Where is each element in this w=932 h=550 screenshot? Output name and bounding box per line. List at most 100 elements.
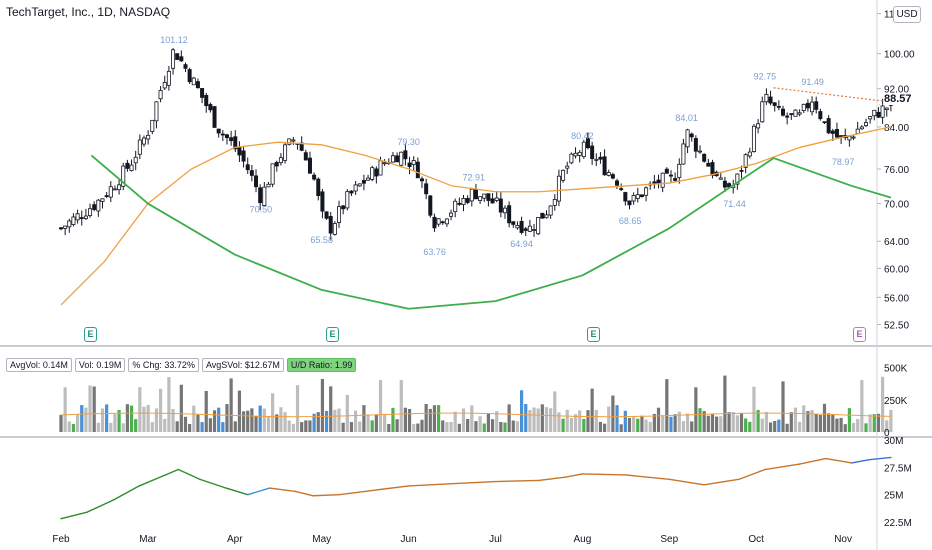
volume-bar-down: [835, 418, 839, 432]
volume-bar-up: [337, 408, 341, 432]
volume-bar-down: [320, 378, 325, 432]
price-annotation-label: 91.49: [801, 77, 824, 87]
candle-down: [785, 115, 790, 118]
candle-up: [868, 116, 873, 120]
volume-bar-down: [814, 414, 818, 432]
volume-bar-down: [362, 405, 366, 432]
candle-up: [121, 165, 126, 187]
currency-badge[interactable]: USD: [893, 6, 921, 23]
candle-down: [457, 202, 462, 205]
volume-bar-down: [407, 408, 412, 432]
candle-up: [137, 139, 142, 155]
volume-bar-up: [685, 413, 690, 432]
candle-up: [129, 164, 134, 171]
price-annotation-label: 72.91: [463, 172, 486, 182]
volume-bar-up: [528, 409, 532, 432]
candle-down: [826, 118, 831, 134]
candle-down: [805, 102, 810, 109]
volume-bar-down: [241, 411, 246, 432]
volume-bar-down: [212, 410, 217, 432]
earnings-event-icon[interactable]: E: [326, 327, 339, 342]
candle-down: [722, 180, 727, 188]
candle-down: [465, 198, 470, 203]
candle-down: [395, 155, 400, 163]
candle-up: [88, 208, 93, 217]
volume-bar-down: [540, 404, 544, 432]
volume-bar-down: [237, 390, 242, 432]
candle-down: [876, 111, 881, 118]
volume-bar-down: [105, 404, 109, 432]
month-label: Nov: [834, 534, 852, 545]
candle-up: [536, 217, 541, 235]
candle-up: [366, 177, 371, 181]
price-tick-label: 92.00: [884, 85, 909, 96]
volume-bar-up: [453, 411, 457, 432]
candle-up: [150, 119, 155, 132]
candle-down: [254, 175, 259, 188]
volume-bar-down: [590, 388, 594, 432]
volume-bar-down: [669, 416, 673, 432]
candle-up: [810, 101, 815, 113]
candle-up: [444, 218, 449, 225]
cup-pattern-line: [90, 154, 892, 310]
candle-down: [274, 162, 279, 167]
earnings-event-icon[interactable]: E: [587, 327, 600, 342]
volume-bar-up: [154, 408, 159, 432]
upcoming-earnings-icon[interactable]: E: [853, 327, 866, 342]
candle-down: [814, 101, 819, 110]
candle-up: [461, 197, 466, 206]
candle-up: [270, 163, 275, 185]
volume-bar-up: [544, 407, 549, 432]
candle-up: [577, 151, 582, 156]
volume-bar-up: [354, 410, 358, 432]
interval-label[interactable]: 1D: [97, 5, 113, 19]
volume-bar-down: [785, 423, 789, 432]
candle-down: [590, 145, 595, 160]
volume-bar-up: [129, 405, 134, 432]
volume-average-line: [60, 412, 891, 418]
earnings-event-icon[interactable]: E: [84, 327, 97, 342]
volume-bar-down: [507, 404, 511, 432]
volume-bar-up: [851, 422, 856, 432]
volume-bar-down: [349, 422, 354, 432]
volume-bar-down: [768, 422, 773, 432]
month-label: Apr: [227, 534, 243, 545]
volume-bar-down: [831, 414, 835, 432]
price-tick-label: 70.00: [884, 200, 909, 211]
volume-bar-up: [437, 405, 441, 432]
candle-down: [312, 174, 317, 180]
candle-down: [220, 133, 225, 136]
rs-segment: [112, 485, 140, 501]
candle-up: [108, 186, 113, 198]
volume-bar-up: [84, 407, 88, 432]
volume-bar-down: [175, 421, 179, 432]
volume-bar-up: [163, 418, 167, 432]
rs-segment: [451, 480, 497, 485]
candle-up: [283, 144, 288, 161]
volume-bar-down: [781, 381, 785, 432]
volume-bar-up: [449, 422, 453, 432]
price-annotation-label: 78.97: [832, 157, 855, 167]
exchange-label: NASDAQ: [119, 5, 171, 19]
volume-bar-up: [880, 376, 885, 432]
candle-down: [179, 56, 184, 62]
volume-bar-up: [569, 417, 573, 432]
candle-up: [162, 82, 167, 89]
rs-segment: [138, 474, 166, 487]
candle-down: [328, 216, 333, 234]
candle-up: [801, 103, 806, 112]
candle-down: [216, 128, 221, 134]
candle-down: [407, 162, 412, 168]
volume-bar-up: [271, 393, 275, 432]
rs-segment: [868, 456, 892, 461]
volume-bar-down: [843, 424, 847, 432]
price-annotation-label: 71.44: [723, 199, 746, 209]
volume-bar-up: [150, 422, 154, 432]
candle-up: [681, 143, 686, 165]
candle-down: [249, 170, 254, 176]
stat-ud-ratio: U/D Ratio: 1.99: [286, 358, 357, 372]
price-tick-label: 56.00: [884, 293, 909, 304]
volume-tick-label: 250K: [884, 396, 908, 407]
candle-up: [527, 225, 532, 232]
